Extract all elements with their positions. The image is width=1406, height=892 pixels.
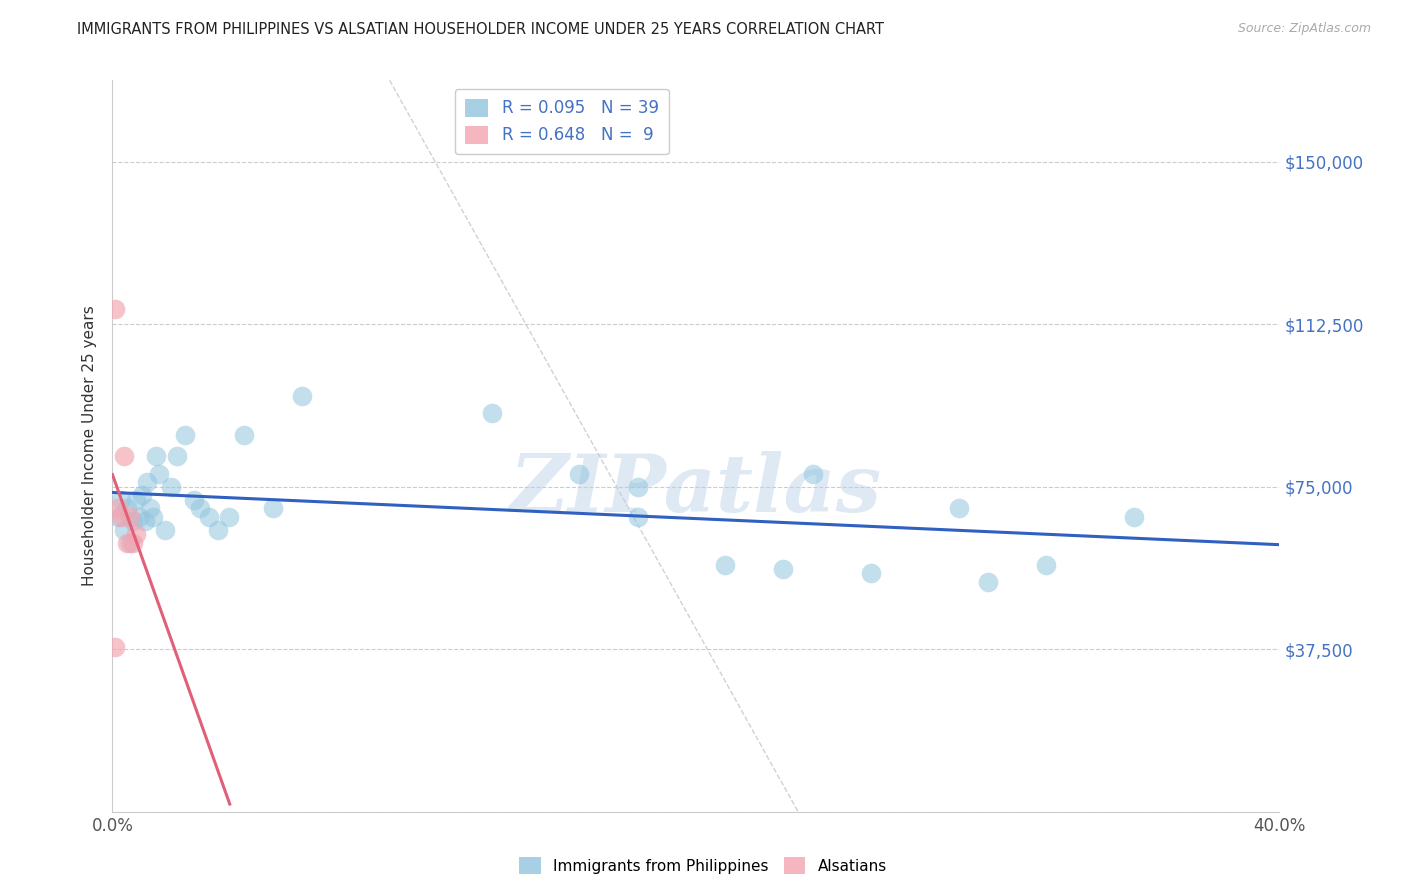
Point	[131, 488, 153, 502]
Point	[197, 510, 219, 524]
Point	[188, 501, 211, 516]
Point	[125, 527, 148, 541]
Point	[207, 523, 229, 537]
Point	[976, 574, 998, 589]
Point	[112, 523, 135, 537]
Point	[568, 467, 591, 481]
Legend: R = 0.095   N = 39, R = 0.648   N =  9: R = 0.095 N = 39, R = 0.648 N = 9	[456, 88, 669, 154]
Point	[107, 501, 129, 516]
Point	[627, 510, 650, 524]
Point	[115, 536, 138, 550]
Point	[262, 501, 284, 516]
Point	[112, 450, 135, 464]
Point	[136, 475, 159, 490]
Point	[110, 492, 132, 507]
Y-axis label: Householder Income Under 25 years: Householder Income Under 25 years	[82, 306, 97, 586]
Point	[772, 562, 794, 576]
Text: IMMIGRANTS FROM PHILIPPINES VS ALSATIAN HOUSEHOLDER INCOME UNDER 25 YEARS CORREL: IMMIGRANTS FROM PHILIPPINES VS ALSATIAN …	[77, 22, 884, 37]
Point	[125, 492, 148, 507]
Point	[174, 427, 197, 442]
Point	[218, 510, 240, 524]
Point	[128, 510, 150, 524]
Point	[145, 450, 167, 464]
Point	[1122, 510, 1144, 524]
Point	[139, 501, 162, 516]
Point	[183, 492, 205, 507]
Point	[115, 501, 138, 516]
Point	[104, 301, 127, 316]
Point	[134, 514, 156, 528]
Legend: Immigrants from Philippines, Alsatians: Immigrants from Philippines, Alsatians	[513, 851, 893, 880]
Point	[122, 514, 145, 528]
Point	[148, 467, 170, 481]
Point	[948, 501, 970, 516]
Point	[104, 640, 127, 654]
Point	[118, 510, 141, 524]
Text: ZIPatlas: ZIPatlas	[510, 451, 882, 529]
Point	[107, 510, 129, 524]
Point	[232, 427, 254, 442]
Point	[291, 389, 314, 403]
Point	[118, 536, 141, 550]
Point	[166, 450, 188, 464]
Point	[1035, 558, 1057, 572]
Point	[714, 558, 737, 572]
Point	[481, 406, 503, 420]
Point	[801, 467, 824, 481]
Point	[110, 510, 132, 524]
Point	[142, 510, 165, 524]
Point	[122, 536, 145, 550]
Point	[627, 480, 650, 494]
Point	[153, 523, 176, 537]
Point	[160, 480, 183, 494]
Point	[860, 566, 883, 581]
Text: Source: ZipAtlas.com: Source: ZipAtlas.com	[1237, 22, 1371, 36]
